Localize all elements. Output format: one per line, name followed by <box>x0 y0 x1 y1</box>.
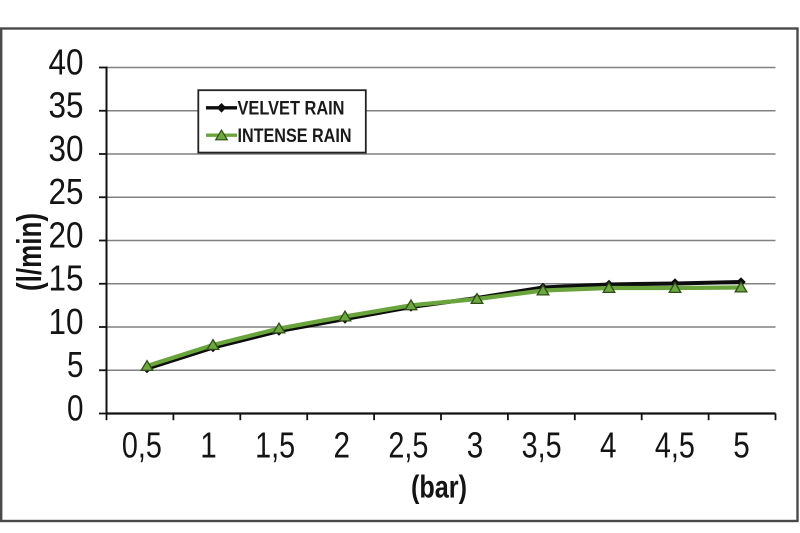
svg-text:2,5: 2,5 <box>388 425 428 466</box>
svg-text:15: 15 <box>49 258 84 299</box>
svg-text:0,5: 0,5 <box>122 425 162 466</box>
svg-text:4,5: 4,5 <box>655 425 695 466</box>
svg-text:5: 5 <box>733 425 750 466</box>
svg-text:VELVET RAIN: VELVET RAIN <box>238 98 345 120</box>
svg-text:3: 3 <box>467 425 484 466</box>
svg-text:1: 1 <box>200 425 217 466</box>
svg-text:0: 0 <box>67 388 84 429</box>
svg-text:4: 4 <box>600 425 617 466</box>
svg-text:40: 40 <box>49 42 84 83</box>
svg-text:3,5: 3,5 <box>522 425 562 466</box>
svg-text:25: 25 <box>49 171 84 212</box>
svg-text:30: 30 <box>49 128 84 169</box>
svg-text:35: 35 <box>49 85 84 126</box>
svg-text:(bar): (bar) <box>411 469 467 505</box>
svg-text:2: 2 <box>334 425 351 466</box>
svg-text:10: 10 <box>49 301 84 342</box>
svg-text:5: 5 <box>67 344 84 385</box>
svg-text:1,5: 1,5 <box>255 425 295 466</box>
svg-text:INTENSE RAIN: INTENSE RAIN <box>238 125 352 147</box>
svg-text:(l/min): (l/min) <box>11 213 49 291</box>
svg-text:20: 20 <box>49 215 84 256</box>
